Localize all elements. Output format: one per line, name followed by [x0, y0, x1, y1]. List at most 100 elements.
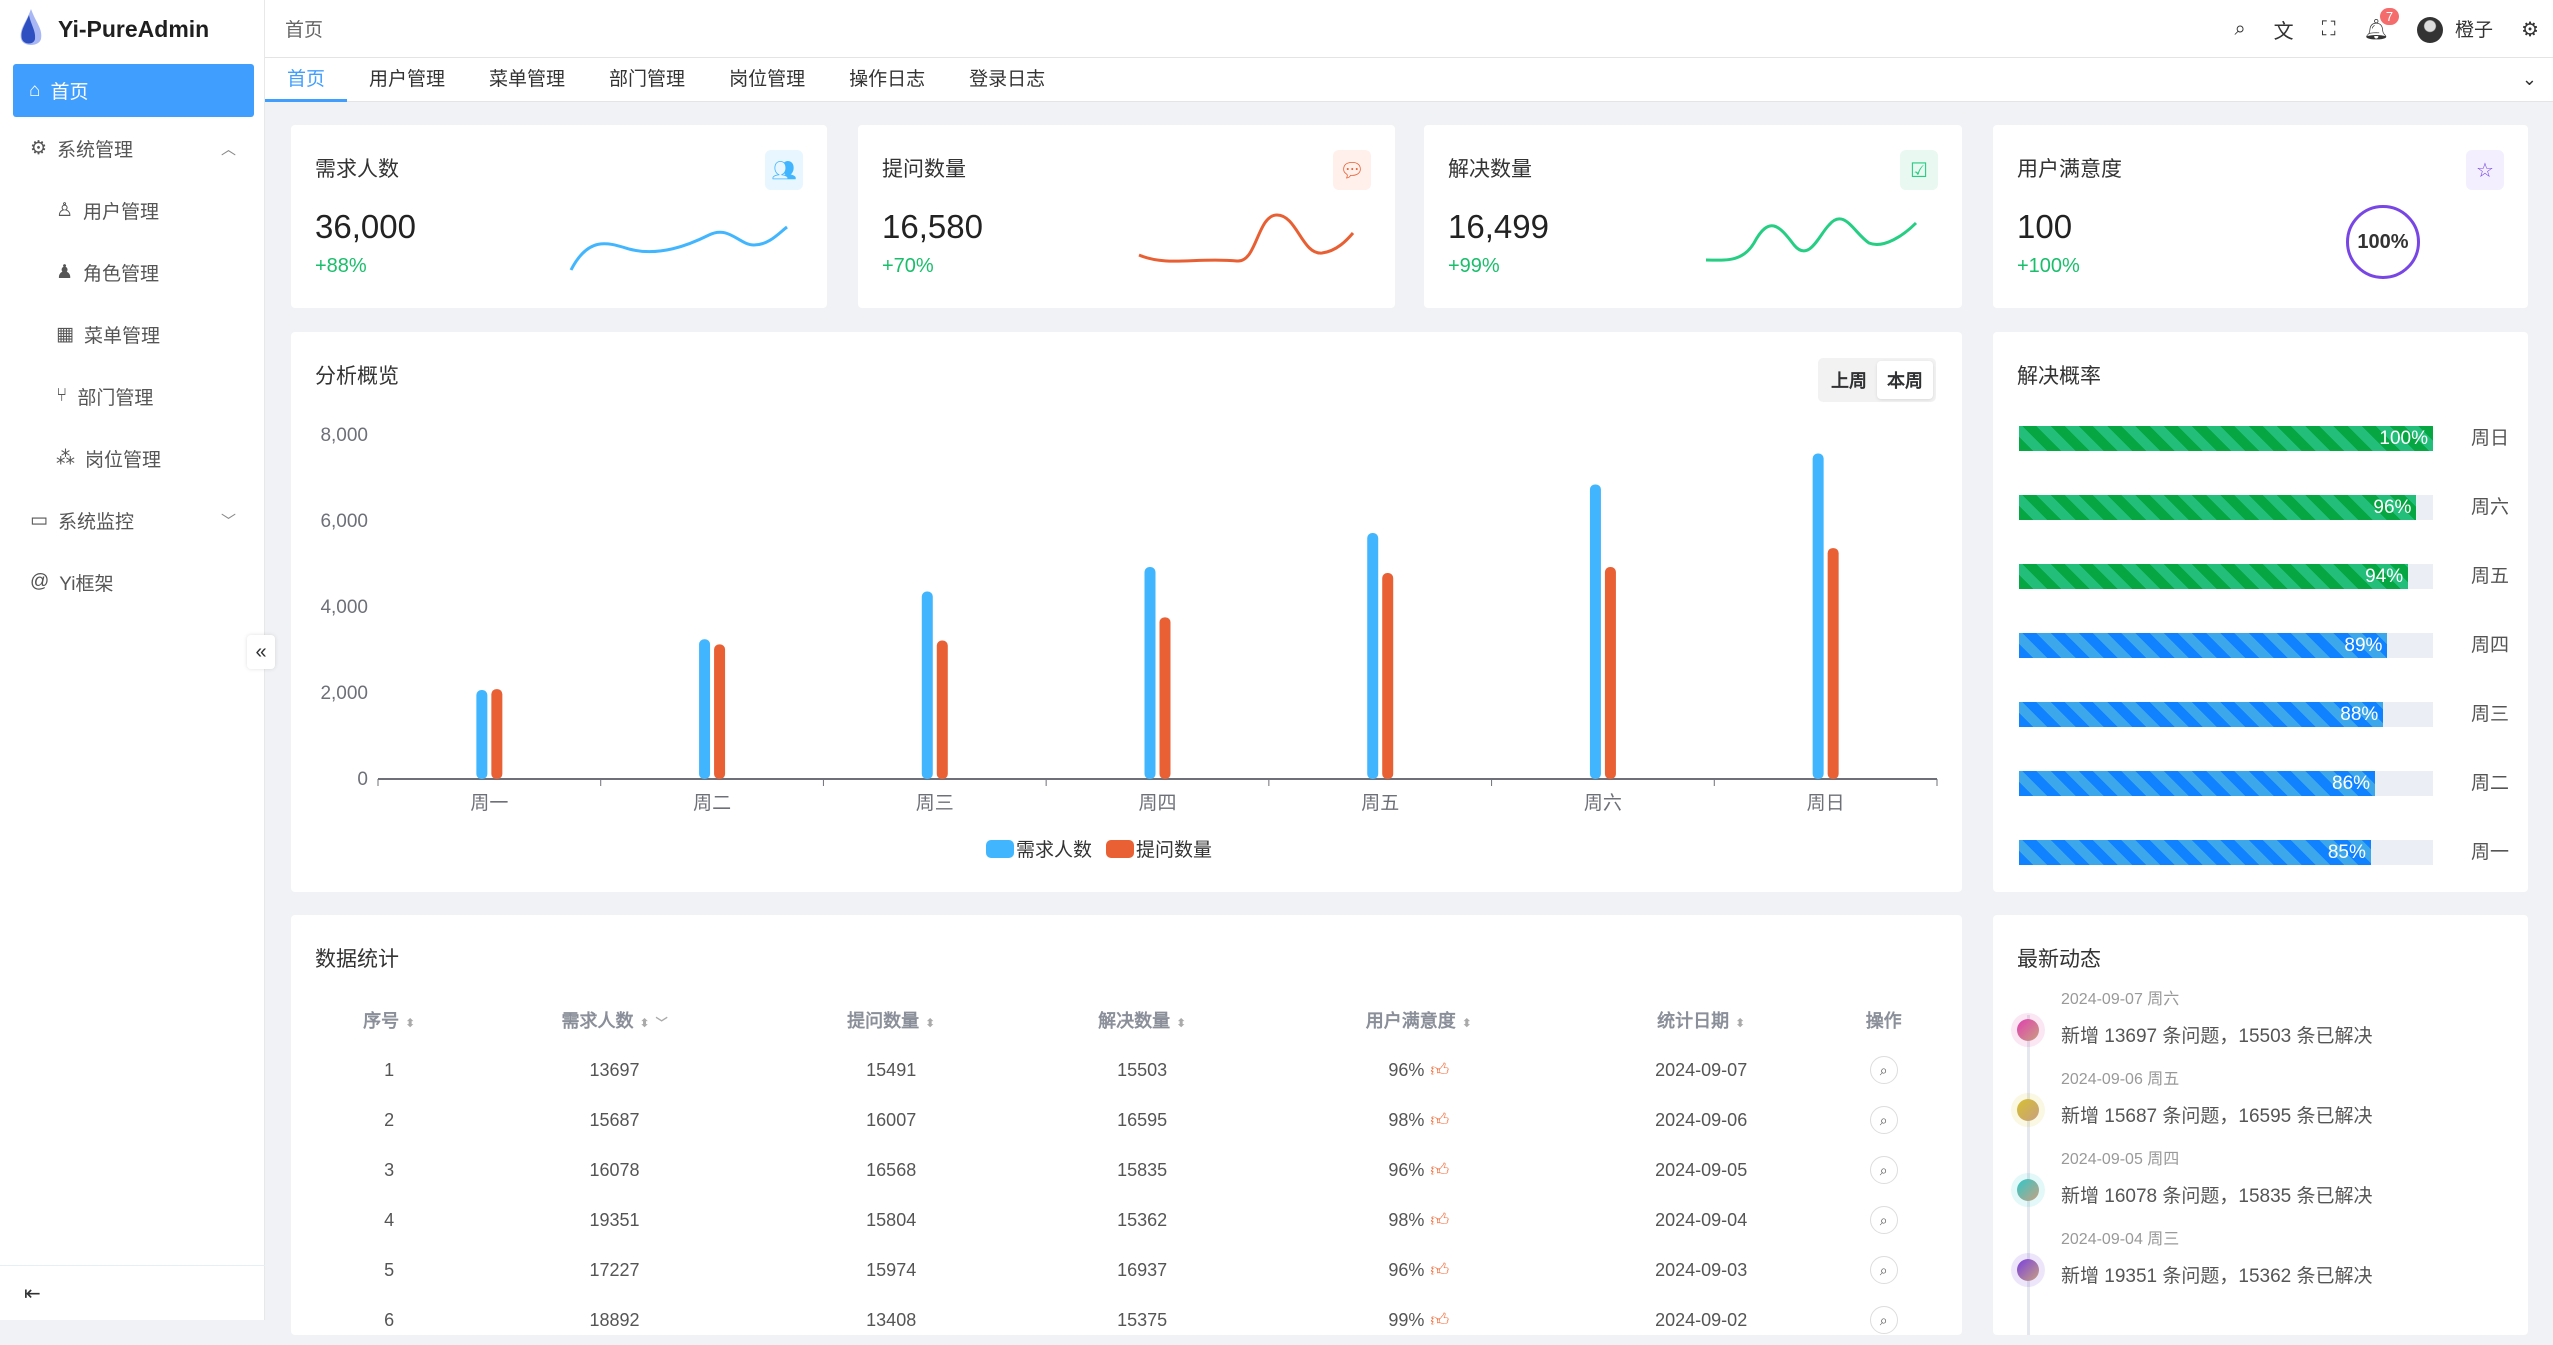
translate-icon[interactable]: 文: [2273, 20, 2294, 43]
card-title: 分析概览: [315, 365, 399, 388]
sidebar-item-label: 系统管理: [57, 139, 134, 161]
progress-track: 88%: [2019, 702, 2433, 727]
progress-track: 86%: [2019, 771, 2433, 796]
sidebar-item-menus[interactable]: ▦ 菜单管理: [0, 303, 264, 365]
user-menu[interactable]: 橙子: [2417, 15, 2493, 44]
tab-menus[interactable]: 菜单管理: [489, 68, 566, 90]
sidebar-item-label: 部门管理: [77, 387, 154, 409]
sidebar-item-home[interactable]: ⌂ 首页: [13, 64, 254, 117]
tab-operation-log[interactable]: 操作日志: [849, 68, 926, 90]
stat-title: 解决数量: [1448, 158, 1532, 181]
sidebar-item-system[interactable]: ⚙ 系统管理 ︿: [0, 117, 264, 179]
tab-home[interactable]: 首页: [265, 58, 348, 102]
thumbs-up-icon: 👍︎: [1430, 1310, 1450, 1330]
column-header[interactable]: 用户满意度 ⬍: [1365, 1011, 1472, 1031]
progress-track: 94%: [2019, 564, 2433, 589]
sidebar-item-yi-framework[interactable]: @ Yi框架: [0, 551, 264, 613]
menu-fold-icon: ⇤: [24, 1282, 41, 1305]
avatar: [2417, 17, 2444, 44]
tab-users[interactable]: 用户管理: [369, 68, 446, 90]
progress-fill: 88%: [2019, 702, 2383, 727]
notification-bell[interactable]: 🔔︎ 7: [2363, 7, 2400, 42]
sidebar-item-departments[interactable]: ⑂ 部门管理: [0, 365, 264, 427]
bell-icon: 🔔︎: [2363, 18, 2390, 41]
sort-icon[interactable]: ⬍: [1176, 1016, 1187, 1030]
search-icon[interactable]: ⌕: [2234, 17, 2246, 40]
at-icon: @: [30, 571, 50, 592]
activity-date: 2024-09-05 周四: [2061, 1151, 2180, 1168]
view-search-button[interactable]: ⌕: [1869, 1306, 1898, 1334]
column-header[interactable]: 提问数量 ⬍: [847, 1011, 936, 1031]
sort-icon[interactable]: ⬍: [925, 1016, 936, 1030]
timeline-dot: [2017, 1099, 2039, 1121]
sidebar-item-users[interactable]: ♙ 用户管理: [0, 179, 264, 241]
collapse-sidebar-button[interactable]: «: [247, 635, 275, 669]
view-search-button[interactable]: ⌕: [1869, 1106, 1898, 1134]
x-tick-label: 周日: [1807, 793, 1845, 814]
bar-questions: [1827, 548, 1839, 779]
sidebar-collapse-toggle[interactable]: ⇤: [0, 1265, 265, 1320]
x-tick-label: 周五: [1361, 793, 1399, 814]
tabs-more-chevron-icon[interactable]: ⌄: [2521, 69, 2537, 89]
filter-chevron-icon[interactable]: ﹀: [655, 1016, 668, 1030]
table-row: 6 18892 13408 15375 99% 👍︎ 2024-09-02 ⌕: [315, 1295, 1935, 1345]
table-cell: 16007: [866, 1109, 917, 1130]
stat-card-solved: 解决数量 ☑ 16,499 +99%: [1424, 125, 1962, 308]
table-cell: 2024-09-02: [1655, 1309, 1748, 1330]
tab-departments[interactable]: 部门管理: [609, 68, 686, 90]
sort-icon[interactable]: ⬍: [1461, 1016, 1472, 1030]
table-cell: 4: [384, 1209, 395, 1230]
stat-title: 提问数量: [882, 158, 966, 181]
bar-demand: [699, 639, 711, 779]
sidebar-item-roles[interactable]: ♟ 角色管理: [0, 241, 264, 303]
stat-value: 36,000: [315, 208, 416, 245]
column-header[interactable]: 需求人数 ⬍ ﹀: [561, 1011, 668, 1031]
sidebar-item-positions[interactable]: ⁂ 岗位管理: [0, 427, 264, 489]
view-search-button[interactable]: ⌕: [1869, 1156, 1898, 1184]
column-header[interactable]: 序号 ⬍: [363, 1011, 416, 1031]
activity-item: 2024-09-05 周四 新增 16078 条问题，15835 条已解决: [2061, 1145, 2373, 1208]
logo-drop-icon: [20, 9, 42, 45]
thumbs-up-icon: 👍︎: [1430, 1110, 1450, 1130]
table-cell: 15362: [1117, 1209, 1168, 1230]
tab-positions[interactable]: 岗位管理: [729, 68, 806, 90]
breadcrumb[interactable]: 首页: [285, 20, 324, 41]
view-search-button[interactable]: ⌕: [1869, 1256, 1898, 1284]
progress-track: 96%: [2019, 495, 2433, 520]
sort-icon[interactable]: ⬍: [405, 1016, 416, 1030]
stat-card-questions: 提问数量 💬︎ 16,580 +70%: [858, 125, 1395, 308]
settings-gear-icon[interactable]: ⚙: [2521, 18, 2539, 41]
sort-icon[interactable]: ⬍: [1735, 1016, 1746, 1030]
column-header[interactable]: 解决数量 ⬍: [1098, 1011, 1187, 1031]
bar-demand: [1812, 453, 1824, 779]
table-cell: 15974: [866, 1259, 917, 1280]
logo[interactable]: Yi-PureAdmin: [0, 0, 264, 58]
last-week-option[interactable]: 上周: [1831, 371, 1867, 391]
sort-icon[interactable]: ⬍: [639, 1016, 650, 1030]
timeline-dot: [2017, 1019, 2039, 1041]
app-title: Yi-PureAdmin: [58, 15, 210, 42]
progress-track: 89%: [2019, 633, 2433, 658]
this-week-option[interactable]: 本周: [1877, 361, 1933, 399]
column-header[interactable]: 统计日期 ⬍: [1657, 1011, 1746, 1031]
column-header: 操作: [1865, 1011, 1902, 1031]
day-label: 周一: [2471, 842, 2510, 863]
day-label: 周三: [2471, 704, 2510, 725]
table-cell: 2024-09-05: [1655, 1159, 1748, 1180]
timeline-dot: [2017, 1179, 2039, 1201]
activity-card: 最新动态 2024-09-07 周六 新增 13697 条问题，15503 条已解…: [1993, 915, 2528, 1335]
progress-track: 100%: [2019, 426, 2433, 451]
view-search-button[interactable]: ⌕: [1869, 1206, 1898, 1234]
progress-fill: 100%: [2019, 426, 2433, 451]
grid-icon: ▦: [56, 323, 74, 345]
tab-login-log[interactable]: 登录日志: [969, 68, 1046, 90]
table-cell: 17227: [589, 1259, 640, 1280]
sidebar-item-label: 首页: [50, 82, 89, 103]
x-tick-label: 周六: [1584, 792, 1622, 814]
sparkline-demand: [569, 225, 788, 271]
sidebar-item-monitor[interactable]: ▭ 系统监控 ﹀: [0, 489, 264, 551]
branch-icon: ⑂: [56, 385, 68, 406]
progress-fill: 89%: [2019, 633, 2387, 658]
view-search-button[interactable]: ⌕: [1869, 1056, 1898, 1084]
fullscreen-icon[interactable]: ⛶: [2321, 17, 2336, 40]
